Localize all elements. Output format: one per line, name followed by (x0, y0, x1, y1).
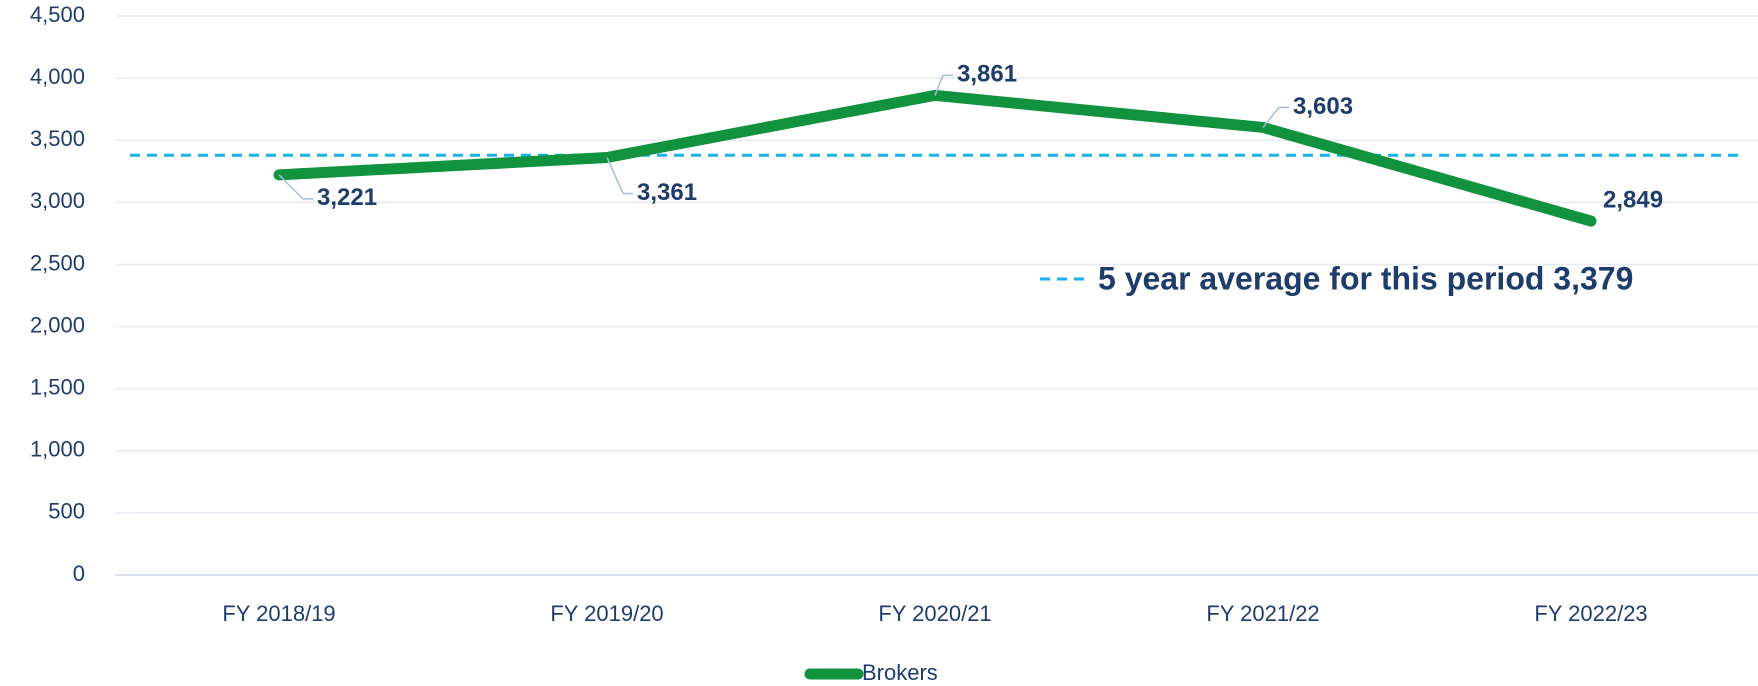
leader-line (934, 74, 953, 96)
x-tick-label: FY 2020/21 (878, 601, 991, 626)
leader-line (606, 157, 633, 195)
y-tick-label: 500 (48, 499, 85, 524)
x-tick-label: FY 2019/20 (550, 601, 663, 626)
y-tick-label: 2,000 (30, 312, 85, 337)
y-tick-label: 3,500 (30, 126, 85, 151)
leader-line (1262, 106, 1289, 128)
average-label: 5 year average for this period 3,379 (1098, 260, 1633, 296)
y-tick-label: 4,500 (30, 2, 85, 27)
legend-label: Brokers (862, 660, 938, 685)
data-label: 3,603 (1293, 93, 1353, 120)
y-tick-label: 1,500 (30, 374, 85, 399)
data-label: 3,221 (317, 184, 377, 211)
x-tick-label: FY 2021/22 (1206, 601, 1319, 626)
y-tick-label: 0 (73, 561, 85, 586)
data-label: 3,861 (957, 61, 1017, 88)
data-label: 3,361 (637, 179, 697, 206)
data-label: 2,849 (1603, 186, 1663, 213)
y-tick-label: 2,500 (30, 250, 85, 275)
leader-line (278, 174, 313, 200)
x-tick-label: FY 2018/19 (222, 601, 335, 626)
y-tick-label: 3,000 (30, 188, 85, 213)
y-tick-label: 4,000 (30, 64, 85, 89)
y-tick-label: 1,000 (30, 437, 85, 462)
x-tick-label: FY 2022/23 (1534, 601, 1647, 626)
